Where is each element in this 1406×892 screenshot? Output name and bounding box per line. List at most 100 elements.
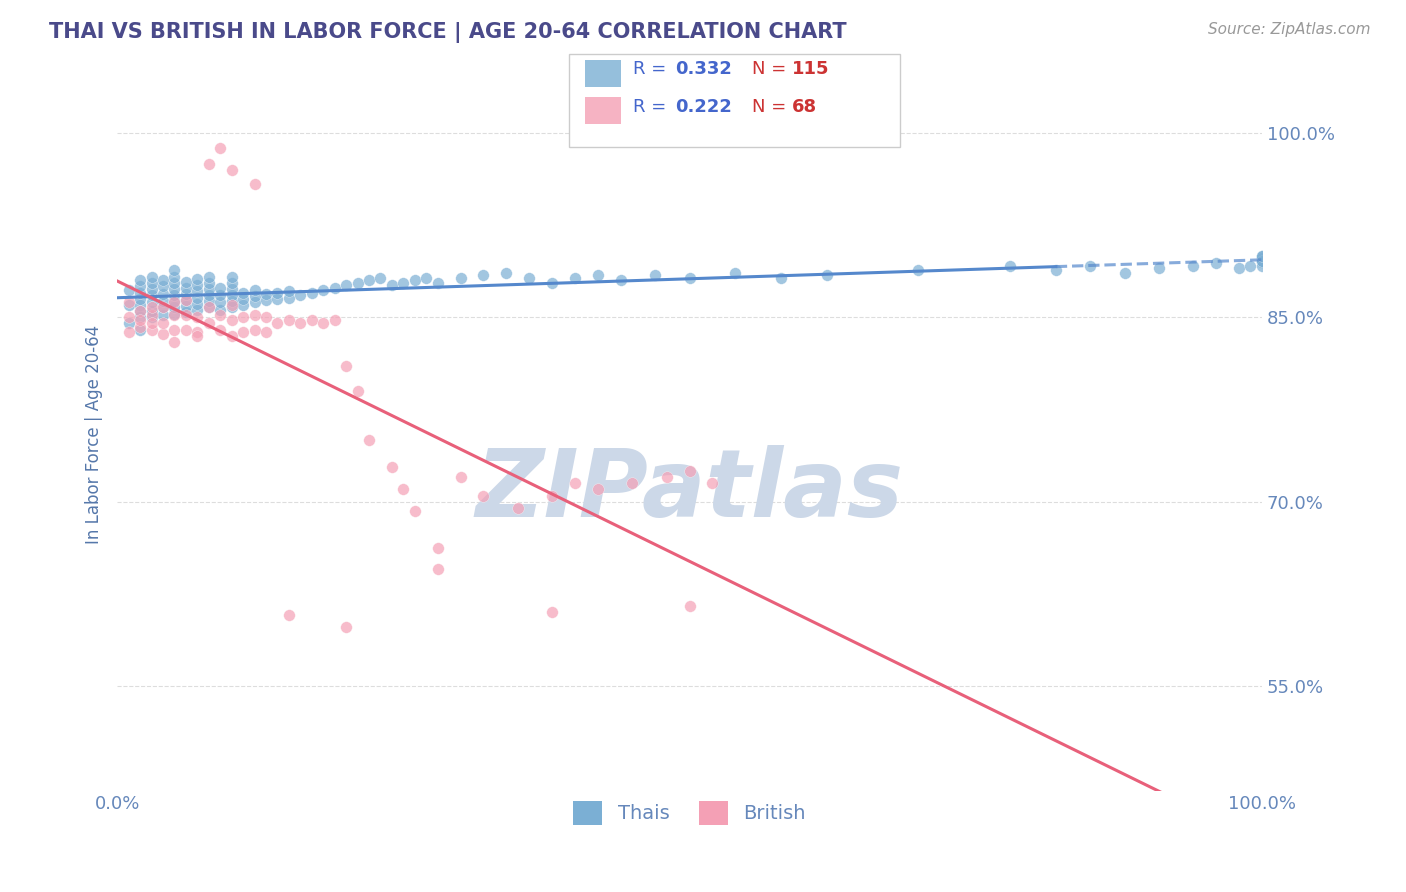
Point <box>254 310 277 325</box>
Point <box>1251 259 1274 273</box>
Point <box>610 273 633 287</box>
Point <box>152 308 174 322</box>
Point <box>129 310 152 325</box>
Point <box>323 281 346 295</box>
Point <box>335 359 357 374</box>
Text: Source: ZipAtlas.com: Source: ZipAtlas.com <box>1208 22 1371 37</box>
Point <box>815 268 838 283</box>
Point <box>197 317 219 331</box>
Point <box>1251 249 1274 263</box>
Point <box>221 276 243 290</box>
Point <box>426 541 449 556</box>
Point <box>323 312 346 326</box>
Point <box>129 320 152 334</box>
Point <box>517 271 540 285</box>
Point <box>254 325 277 339</box>
Point <box>450 271 472 285</box>
Point <box>197 282 219 296</box>
Point <box>1114 266 1136 280</box>
Point <box>163 288 186 302</box>
Point <box>907 263 929 277</box>
Point <box>152 301 174 315</box>
Point <box>1251 251 1274 265</box>
Point <box>243 308 266 322</box>
Point <box>1078 259 1101 273</box>
Point <box>277 291 299 305</box>
Point <box>335 620 357 634</box>
Point <box>346 276 368 290</box>
Point <box>174 322 197 336</box>
Point <box>472 488 495 502</box>
Point <box>129 279 152 293</box>
Point <box>644 268 666 283</box>
Point <box>346 384 368 398</box>
Point <box>232 325 254 339</box>
Point <box>770 271 793 285</box>
Point <box>141 304 163 318</box>
Point <box>266 292 288 306</box>
Point <box>1147 260 1170 275</box>
Point <box>1205 256 1227 270</box>
Point <box>186 285 208 299</box>
Point <box>254 293 277 307</box>
Point <box>152 317 174 331</box>
Point <box>141 269 163 284</box>
Point <box>186 278 208 293</box>
Point <box>141 288 163 302</box>
Point <box>450 470 472 484</box>
Text: N =: N = <box>752 60 792 78</box>
Point <box>232 285 254 300</box>
Point <box>209 288 232 302</box>
Point <box>301 312 323 326</box>
Point <box>221 269 243 284</box>
Point <box>541 605 564 619</box>
Point <box>209 308 232 322</box>
Point <box>243 322 266 336</box>
Point <box>117 298 139 312</box>
Point <box>357 433 380 447</box>
Point <box>266 317 288 331</box>
Point <box>266 285 288 300</box>
Point <box>426 562 449 576</box>
Point <box>197 276 219 290</box>
Point <box>621 476 644 491</box>
Point <box>506 500 529 515</box>
Point <box>163 308 186 322</box>
Point <box>221 328 243 343</box>
Point <box>1251 253 1274 268</box>
Point <box>174 299 197 313</box>
Point <box>186 325 208 339</box>
Point <box>370 271 392 285</box>
Point <box>221 294 243 309</box>
Point <box>426 276 449 290</box>
Point <box>678 464 700 478</box>
Point <box>129 322 152 336</box>
Point <box>174 293 197 307</box>
Point <box>243 178 266 192</box>
Point <box>163 294 186 309</box>
Point <box>163 269 186 284</box>
Point <box>541 488 564 502</box>
Point <box>163 263 186 277</box>
Point <box>129 304 152 318</box>
Point <box>141 308 163 322</box>
Point <box>174 281 197 295</box>
Point <box>141 322 163 336</box>
Point <box>141 310 163 325</box>
Point <box>232 310 254 325</box>
Point <box>186 272 208 286</box>
Point <box>141 295 163 310</box>
Point <box>243 295 266 310</box>
Text: 0.332: 0.332 <box>675 60 731 78</box>
Point <box>1239 259 1261 273</box>
Point <box>117 310 139 325</box>
Point <box>174 293 197 307</box>
Point <box>197 294 219 309</box>
Point <box>197 288 219 302</box>
Point <box>129 312 152 326</box>
Point <box>174 286 197 301</box>
Point <box>277 312 299 326</box>
Point <box>186 310 208 325</box>
Point <box>209 281 232 295</box>
Point <box>586 483 609 497</box>
